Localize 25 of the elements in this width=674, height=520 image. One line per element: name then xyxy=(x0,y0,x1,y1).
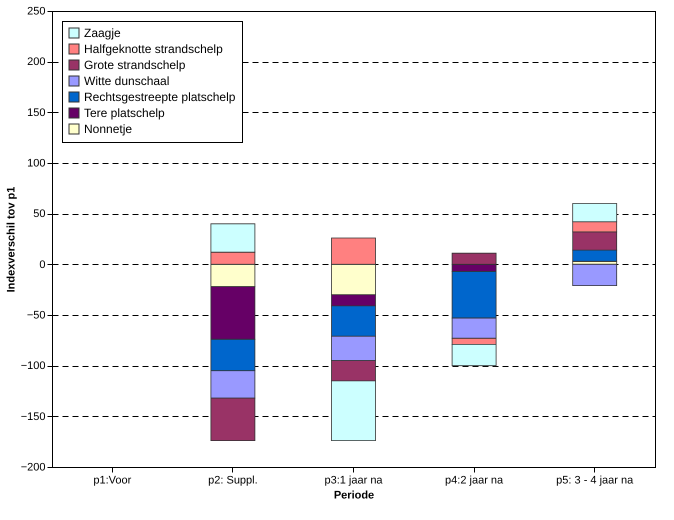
x-tick-label: p4:2 jaar na xyxy=(445,474,504,486)
x-tick-label: p5: 3 - 4 jaar na xyxy=(556,474,634,486)
x-tick-label: p2: Suppl. xyxy=(208,474,258,486)
x-tick-label: p1:Voor xyxy=(93,474,132,486)
bar xyxy=(572,264,618,286)
y-tick-label: 50 xyxy=(33,208,46,220)
legend-label: Halfgeknotte strandschelp xyxy=(84,42,224,56)
legend-label: Zaagje xyxy=(84,26,122,40)
legend-label: Witte dunschaal xyxy=(84,74,170,88)
x-axis-title: Periode xyxy=(334,490,374,502)
legend-label: Nonnetje xyxy=(84,122,132,136)
x-tick-label: p3:1 jaar na xyxy=(324,474,384,486)
y-tick-label: −150 xyxy=(20,410,46,423)
y-tick-label: 200 xyxy=(27,56,46,68)
legend-label: Rechtsgestreepte platschelp xyxy=(84,90,236,104)
y-tick-label: −100 xyxy=(20,360,46,372)
y-tick-label: 0 xyxy=(39,258,46,271)
y-tick-label: 100 xyxy=(27,158,46,170)
y-tick-label: 150 xyxy=(27,106,46,119)
y-tick-label: −50 xyxy=(26,310,46,322)
legend-label: Grote strandschelp xyxy=(84,58,186,72)
y-axis-title: Indexverschil tov p1 xyxy=(6,186,18,292)
y-tick-label: 250 xyxy=(27,6,46,18)
y-tick-label: −200 xyxy=(20,462,46,474)
legend-label: Tere platschelp xyxy=(84,106,166,120)
